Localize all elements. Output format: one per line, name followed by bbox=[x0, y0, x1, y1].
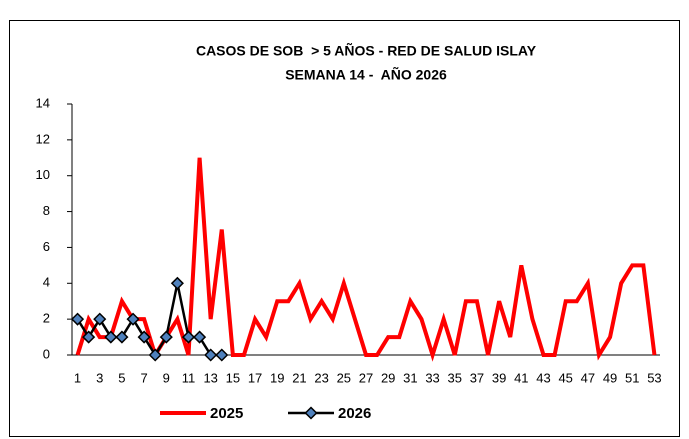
x-tick-label: 15 bbox=[226, 370, 240, 385]
x-tick-label: 3 bbox=[96, 370, 103, 385]
x-tick-label: 49 bbox=[603, 370, 617, 385]
series-marker bbox=[70, 312, 85, 326]
legend-label: 2026 bbox=[338, 405, 371, 422]
series-marker bbox=[126, 312, 140, 326]
x-tick-label: 21 bbox=[292, 370, 306, 385]
series-marker bbox=[193, 330, 207, 344]
chart-subtitle: SEMANA 14 - AÑO 2026 bbox=[285, 66, 447, 83]
legend-label: 2025 bbox=[210, 405, 243, 422]
series-marker bbox=[215, 348, 229, 362]
y-tick-label: 4 bbox=[43, 275, 50, 290]
chart-frame bbox=[9, 20, 680, 437]
y-tick-label: 10 bbox=[36, 167, 50, 182]
x-tick-label: 27 bbox=[359, 370, 373, 385]
x-tick-label: 7 bbox=[140, 370, 147, 385]
y-tick-label: 14 bbox=[36, 95, 50, 110]
x-tick-label: 25 bbox=[337, 370, 351, 385]
series-marker bbox=[159, 330, 173, 344]
y-tick-label: 2 bbox=[43, 311, 50, 326]
series-marker bbox=[137, 330, 151, 344]
x-tick-label: 51 bbox=[625, 370, 639, 385]
series-marker bbox=[93, 312, 107, 326]
series-marker bbox=[104, 330, 118, 344]
x-tick-label: 13 bbox=[203, 370, 217, 385]
x-tick-label: 19 bbox=[270, 370, 284, 385]
x-tick-label: 47 bbox=[581, 370, 595, 385]
legend-marker bbox=[304, 406, 318, 420]
series-marker bbox=[148, 348, 162, 362]
y-tick-label: 8 bbox=[43, 203, 50, 218]
x-tick-label: 41 bbox=[514, 370, 528, 385]
x-tick-label: 39 bbox=[492, 370, 506, 385]
x-tick-label: 53 bbox=[647, 370, 661, 385]
series-marker bbox=[204, 348, 218, 362]
x-tick-label: 5 bbox=[118, 370, 125, 385]
x-tick-label: 11 bbox=[182, 370, 196, 385]
x-tick-label: 1 bbox=[74, 370, 81, 385]
x-tick-label: 17 bbox=[248, 370, 262, 385]
series-marker bbox=[82, 330, 96, 344]
x-tick-label: 29 bbox=[381, 370, 395, 385]
x-tick-label: 43 bbox=[536, 370, 550, 385]
series-line bbox=[75, 157, 657, 362]
chart-title: CASOS DE SOB > 5 AÑOS - RED DE SALUD ISL… bbox=[196, 42, 537, 59]
x-tick-label: 37 bbox=[470, 370, 484, 385]
series-marker bbox=[181, 330, 196, 344]
y-tick-label: 0 bbox=[43, 346, 50, 361]
x-tick-label: 33 bbox=[425, 370, 439, 385]
x-tick-label: 23 bbox=[314, 370, 328, 385]
x-tick-label: 35 bbox=[448, 370, 462, 385]
y-tick-label: 12 bbox=[36, 131, 50, 146]
series-marker bbox=[115, 330, 129, 344]
x-tick-label: 31 bbox=[403, 370, 417, 385]
y-tick-label: 6 bbox=[43, 239, 50, 254]
series-marker bbox=[170, 276, 184, 290]
x-tick-label: 45 bbox=[558, 370, 572, 385]
x-tick-label: 9 bbox=[163, 370, 170, 385]
